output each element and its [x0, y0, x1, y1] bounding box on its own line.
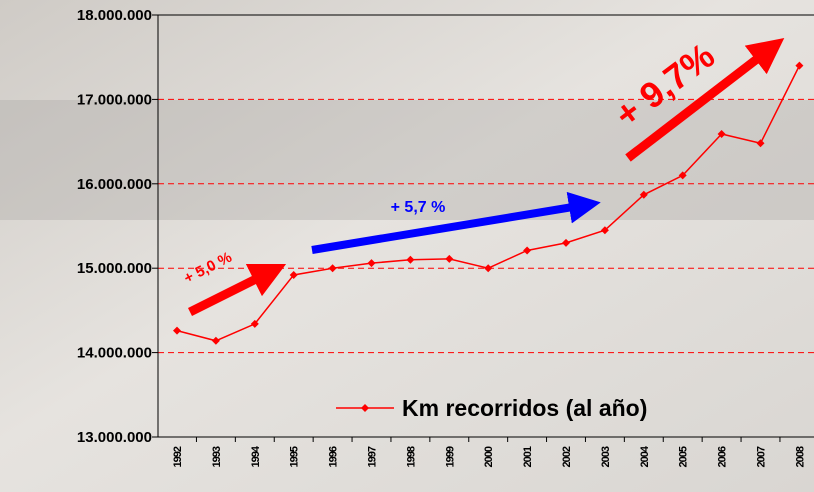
arrow: [625, 38, 785, 162]
marker: [562, 238, 570, 247]
marker: [406, 255, 415, 264]
y-tick-label: 16.000.000: [77, 176, 152, 193]
legend-label: Km recorridos (al año): [402, 395, 647, 421]
legend-marker: [361, 404, 369, 412]
x-tick-label: 2002: [561, 446, 573, 467]
marker: [678, 171, 687, 180]
marker: [367, 259, 376, 268]
x-tick-label: 1998: [405, 446, 417, 467]
marker: [484, 264, 493, 273]
x-tick-label: 2005: [678, 446, 690, 467]
x-tick-label: 2007: [756, 446, 768, 467]
arrow: [311, 191, 601, 254]
x-tick-label: 2003: [600, 446, 612, 467]
marker: [289, 270, 298, 279]
y-tick-label: 13.000.000: [77, 429, 152, 446]
y-tick-label: 18.000.000: [77, 7, 152, 24]
x-tick-label: 2004: [639, 445, 651, 467]
marker: [250, 319, 259, 328]
marker: [717, 130, 726, 139]
x-tick-label: 1993: [211, 446, 223, 467]
marker: [445, 254, 454, 263]
marker: [523, 246, 532, 255]
x-tick-label: 1997: [367, 446, 379, 467]
y-tick-label: 15.000.000: [77, 260, 152, 277]
marker: [173, 326, 181, 335]
x-tick-label: 2006: [717, 446, 729, 467]
x-tick-label: 2001: [522, 446, 534, 467]
x-tick-label: 1996: [328, 446, 340, 467]
marker: [756, 139, 765, 148]
x-tick-label: 1995: [289, 446, 301, 467]
marker: [795, 61, 804, 70]
marker: [328, 264, 337, 273]
y-tick-label: 17.000.000: [77, 91, 152, 108]
annotation: + 5,7 %: [391, 199, 446, 216]
marker: [211, 336, 220, 345]
x-tick-label: 1999: [444, 446, 456, 467]
marker: [600, 226, 609, 235]
y-tick-label: 14.000.000: [77, 345, 152, 362]
x-tick-label: 2000: [483, 446, 495, 467]
marker: [639, 190, 648, 199]
x-tick-label: 2008: [794, 446, 806, 467]
x-tick-label: 1992: [172, 446, 184, 467]
arrow: [187, 263, 287, 317]
x-tick-label: 1994: [250, 445, 262, 467]
